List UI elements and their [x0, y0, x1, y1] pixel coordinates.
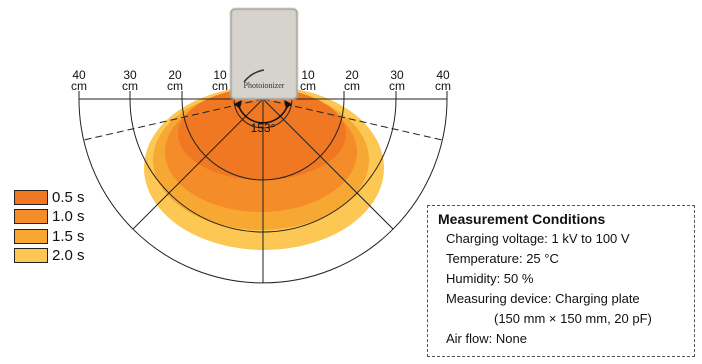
range-0-5s	[178, 88, 346, 180]
spread-angle-lines	[83, 98, 443, 141]
distance-label-unit: cm	[300, 79, 316, 93]
condition-humidity: Humidity: 50 %	[446, 271, 534, 286]
legend-item: 0.5 s	[14, 188, 85, 207]
legend-item: 1.5 s	[14, 227, 85, 246]
condition-plate-size: (150 mm × 150 mm, 20 pF)	[494, 311, 652, 326]
distance-label-value: 40	[72, 68, 86, 82]
condition-charging-voltage: Charging voltage: 1 kV to 100 V	[446, 231, 630, 246]
legend-label: 0.5 s	[52, 188, 85, 206]
legend: 0.5 s 1.0 s 1.5 s 2.0 s	[14, 188, 85, 266]
distance-label-value: 30	[123, 68, 137, 82]
legend-swatch	[14, 248, 48, 264]
distance-label-value: 20	[345, 68, 359, 82]
distance-labels-left: 40 cm 30 cm 20 cm 10 cm	[71, 68, 228, 93]
distance-label-unit: cm	[212, 79, 228, 93]
distance-label-unit: cm	[71, 79, 87, 93]
legend-swatch	[14, 228, 48, 244]
distance-label-unit: cm	[122, 79, 138, 93]
condition-temperature: Temperature: 25 °C	[446, 251, 559, 266]
legend-swatch	[14, 209, 48, 225]
distance-label-value: 20	[168, 68, 182, 82]
device-logo-text: Photoionizer	[244, 81, 285, 90]
distance-label-unit: cm	[344, 79, 360, 93]
distance-label-value: 10	[301, 68, 315, 82]
legend-item: 2.0 s	[14, 247, 85, 266]
legend-item: 1.0 s	[14, 208, 85, 227]
distance-labels-right: 10 cm 20 cm 30 cm 40 cm	[300, 68, 451, 93]
measurement-conditions-box: Measurement Conditions Charging voltage:…	[427, 205, 695, 357]
distance-label-value: 40	[436, 68, 450, 82]
radial-lines	[132, 98, 394, 283]
device-logo-icon	[243, 69, 265, 83]
distance-label-value: 10	[213, 68, 227, 82]
legend-label: 1.5 s	[52, 227, 85, 245]
distance-label-unit: cm	[435, 79, 451, 93]
legend-label: 2.0 s	[52, 247, 85, 265]
legend-label: 1.0 s	[52, 208, 85, 226]
distance-label-value: 30	[390, 68, 404, 82]
condition-air-flow: Air flow: None	[446, 331, 527, 346]
angle-indicator	[234, 100, 292, 124]
conditions-title: Measurement Conditions	[438, 211, 606, 227]
condition-measuring-device: Measuring device: Charging plate	[446, 291, 640, 306]
legend-swatch	[14, 189, 48, 205]
photoionizer-device: Photoionizer	[229, 7, 299, 101]
distance-label-unit: cm	[167, 79, 183, 93]
distance-label-unit: cm	[389, 79, 405, 93]
angle-label: 153°	[251, 121, 276, 135]
